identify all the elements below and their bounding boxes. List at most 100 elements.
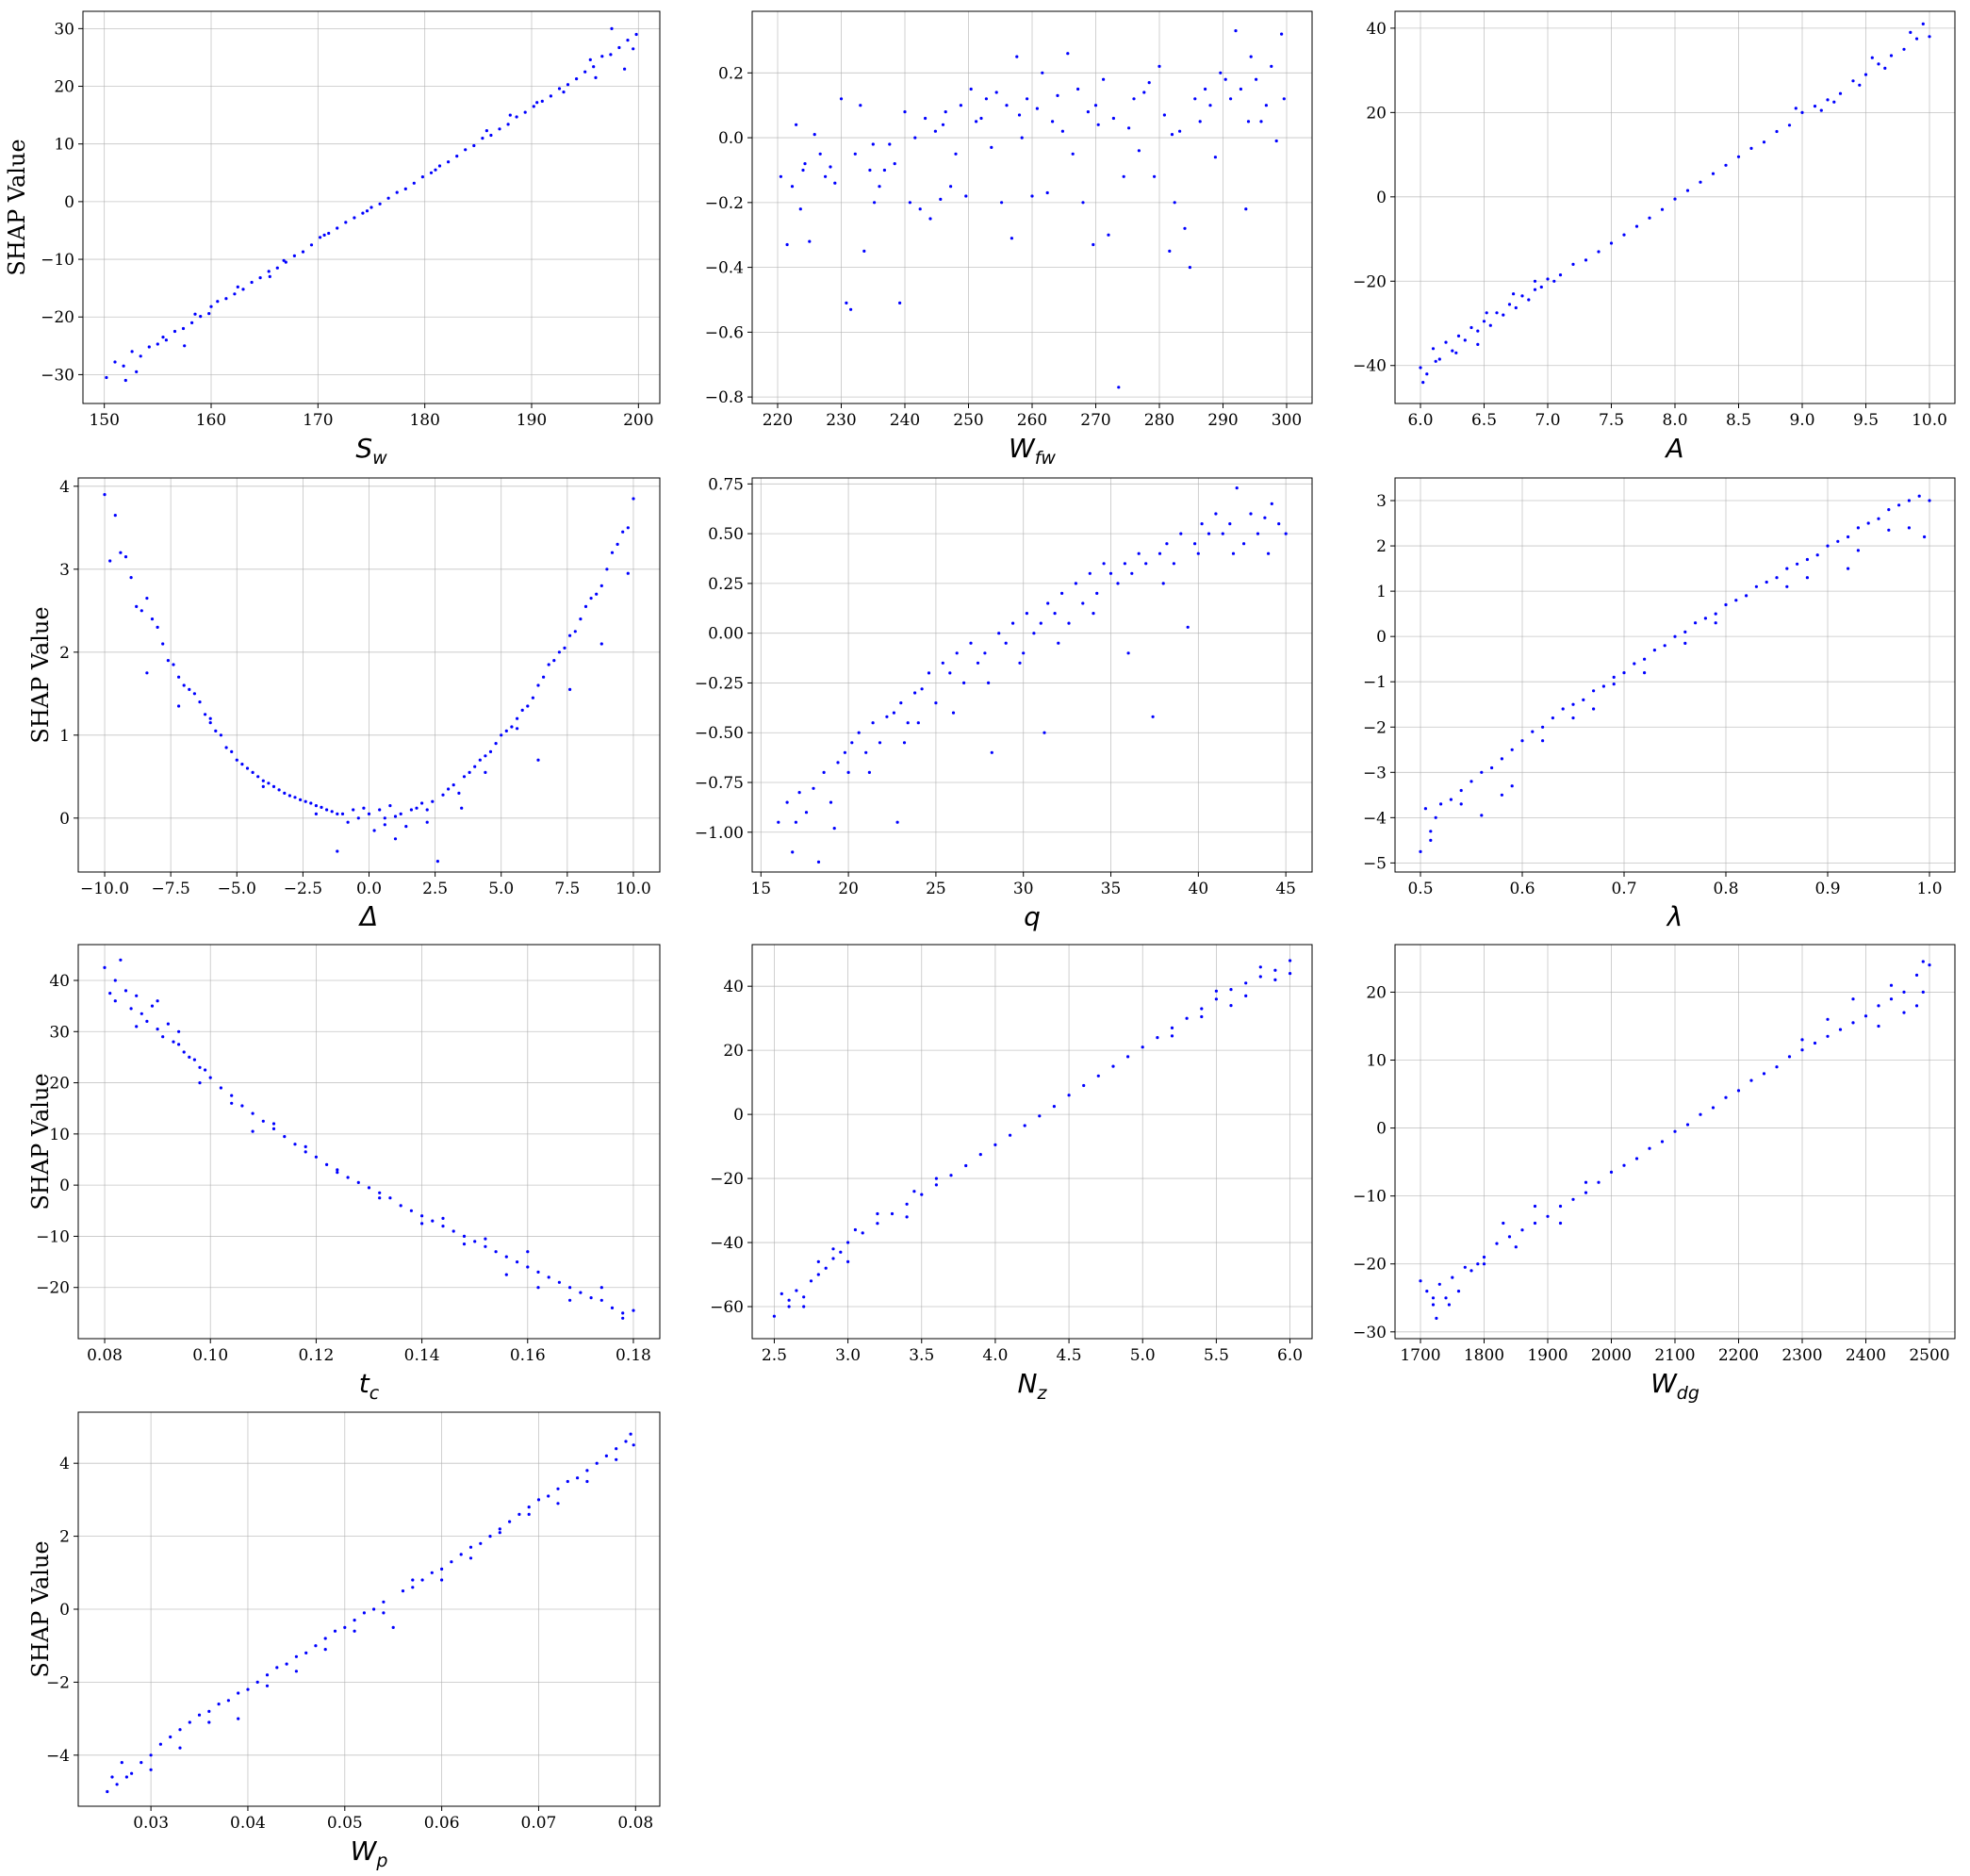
data-point <box>920 687 924 691</box>
data-point <box>563 646 566 650</box>
data-point <box>568 687 572 692</box>
data-point <box>871 142 875 146</box>
data-point <box>188 1055 191 1059</box>
data-point <box>1229 988 1233 992</box>
data-point <box>208 721 212 725</box>
x-tick-label: 0.18 <box>616 1346 651 1365</box>
data-point <box>585 1469 589 1473</box>
x-tick-label: 5.5 <box>1204 1346 1229 1365</box>
data-point <box>207 312 211 316</box>
data-point <box>267 782 271 785</box>
data-point <box>983 651 987 655</box>
data-point <box>181 326 186 331</box>
data-point <box>822 770 826 775</box>
y-tick-label: −2 <box>46 1673 70 1692</box>
data-point <box>484 1244 487 1248</box>
data-point <box>1244 207 1248 211</box>
data-point <box>802 1305 806 1308</box>
data-point <box>1851 997 1855 1001</box>
data-point <box>1051 120 1055 123</box>
data-point <box>1193 97 1197 101</box>
data-point <box>1425 1290 1429 1293</box>
data-point <box>1673 197 1677 201</box>
data-point <box>1887 508 1891 512</box>
x-axis-label: Wdg <box>1650 1368 1699 1404</box>
x-axis-label: A <box>1664 433 1683 464</box>
data-point <box>568 1286 572 1290</box>
data-point <box>1838 1028 1843 1031</box>
data-point <box>1137 149 1141 153</box>
data-point <box>1235 486 1239 490</box>
data-point <box>1826 1017 1830 1021</box>
data-point <box>527 1512 531 1516</box>
data-point <box>199 315 203 319</box>
data-point <box>1928 963 1931 967</box>
data-point <box>600 55 604 58</box>
x-tick-label: 230 <box>826 411 856 430</box>
data-point <box>166 659 170 663</box>
data-point <box>378 1191 382 1194</box>
data-point <box>1425 372 1429 376</box>
data-point <box>190 321 194 324</box>
x-tick-label: 250 <box>953 411 983 430</box>
subplot-10: 0.03 0.04 0.05 0.06 0.07 0.08 −4 −2 0 2 4 Wp SHAP Va… <box>27 1411 661 1871</box>
data-point <box>250 280 254 285</box>
data-point <box>812 786 815 790</box>
data-point <box>150 1004 155 1008</box>
data-point <box>1454 351 1458 354</box>
x-tick-label: 40 <box>1189 880 1209 898</box>
data-point <box>1643 657 1647 661</box>
x-tick-label: 9.5 <box>1853 411 1879 430</box>
data-point <box>240 1104 244 1108</box>
data-point <box>451 783 455 787</box>
data-point <box>864 750 868 754</box>
data-point <box>1584 1191 1588 1194</box>
data-point <box>473 765 477 768</box>
data-point <box>1200 522 1204 526</box>
data-point <box>1584 1180 1588 1184</box>
data-point <box>556 1502 560 1506</box>
data-point <box>1015 55 1019 58</box>
data-point <box>103 493 107 497</box>
data-point <box>484 129 489 133</box>
data-point <box>795 123 798 126</box>
data-point <box>420 1214 424 1218</box>
data-point <box>1096 123 1100 126</box>
data-point <box>803 162 807 166</box>
data-point <box>1889 983 1894 987</box>
data-point <box>1258 965 1262 969</box>
data-point <box>1456 1290 1461 1293</box>
data-point <box>1819 108 1823 112</box>
data-point <box>1010 237 1013 240</box>
data-point <box>294 1670 298 1673</box>
data-point <box>934 1177 939 1180</box>
x-tick-label: 6.5 <box>1471 411 1497 430</box>
data-point <box>498 127 501 131</box>
data-point <box>123 378 127 383</box>
y-tick-label: 0 <box>733 1106 744 1125</box>
data-point <box>1200 1007 1204 1011</box>
data-point <box>314 1155 318 1159</box>
scatter-points <box>103 493 635 864</box>
x-axis-label-main: Δ <box>358 901 378 932</box>
data-point <box>1219 71 1223 74</box>
data-point <box>573 630 577 634</box>
x-axis-label-main: W <box>1650 1368 1678 1399</box>
y-tick-label: 2 <box>59 1528 70 1547</box>
data-point <box>888 142 892 146</box>
data-point <box>978 1153 982 1157</box>
data-point <box>912 1190 916 1193</box>
data-point <box>214 729 218 733</box>
data-point <box>1541 725 1545 729</box>
y-tick-label: 0.25 <box>708 575 744 594</box>
x-tick-label: 20 <box>838 880 859 898</box>
data-point <box>1482 320 1486 323</box>
data-point <box>1592 689 1596 693</box>
data-point <box>365 209 369 213</box>
data-point <box>399 812 402 816</box>
data-point <box>895 820 899 824</box>
data-point <box>1510 748 1514 751</box>
data-point <box>484 770 487 775</box>
data-point <box>130 350 134 354</box>
data-point <box>1745 594 1748 598</box>
